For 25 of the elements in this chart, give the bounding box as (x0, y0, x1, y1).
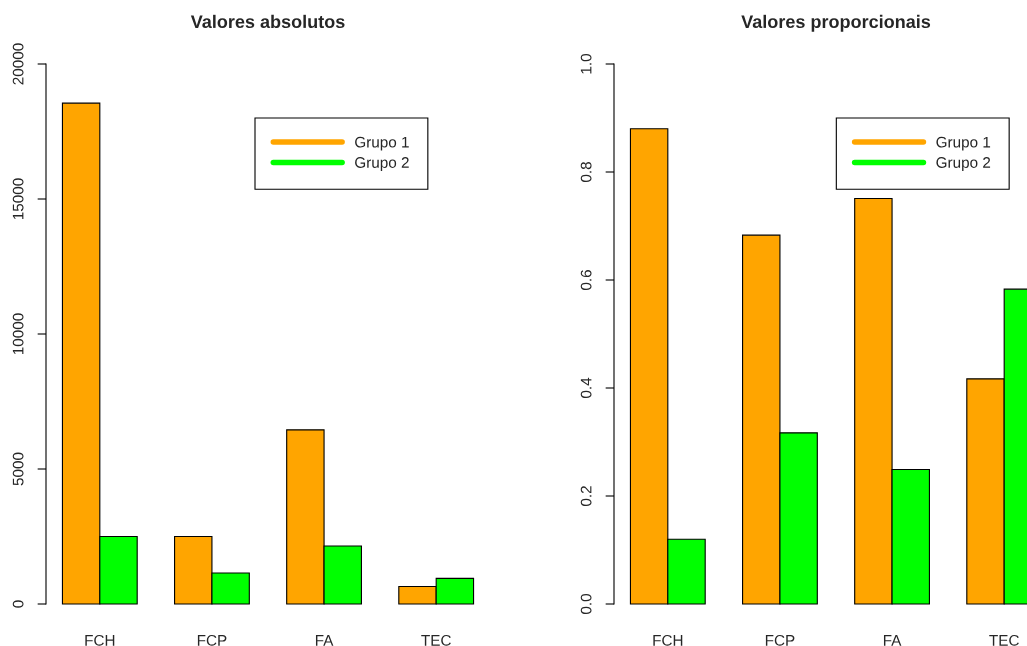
x-tick-label: FCH (653, 634, 683, 646)
y-tick-label: 0.0 (580, 593, 592, 615)
x-tick-label: FCP (765, 634, 795, 646)
x-tick-label: TEC (421, 634, 451, 646)
x-tick-label: FCP (197, 634, 227, 646)
x-tick-label: FA (315, 635, 334, 646)
y-tick-label: 5000 (12, 452, 24, 486)
x-tick-label: TEC (989, 634, 1019, 646)
y-tick-label: 0.2 (580, 486, 592, 507)
y-tick-label: 10000 (12, 313, 24, 355)
y-tick-label: 0.8 (580, 162, 592, 183)
legend-label: Grupo 2 (936, 157, 991, 171)
y-tick-label: 0 (12, 600, 24, 608)
legend-label: Grupo 1 (355, 136, 409, 151)
x-tick-label: FA (883, 635, 902, 646)
x-tick-label: FCH (85, 634, 115, 646)
chart-title: Valores absolutos (190, 14, 345, 29)
y-tick-label: 0.4 (580, 377, 592, 399)
chart-title: Valores proporcionais (741, 14, 931, 32)
y-tick-label: 20000 (12, 43, 24, 85)
legend-label: Grupo 1 (936, 136, 991, 151)
y-tick-label: 1.0 (580, 53, 592, 74)
y-tick-label: 0.6 (580, 270, 592, 291)
y-tick-label: 15000 (12, 178, 24, 220)
legend-label: Grupo 2 (355, 157, 409, 171)
